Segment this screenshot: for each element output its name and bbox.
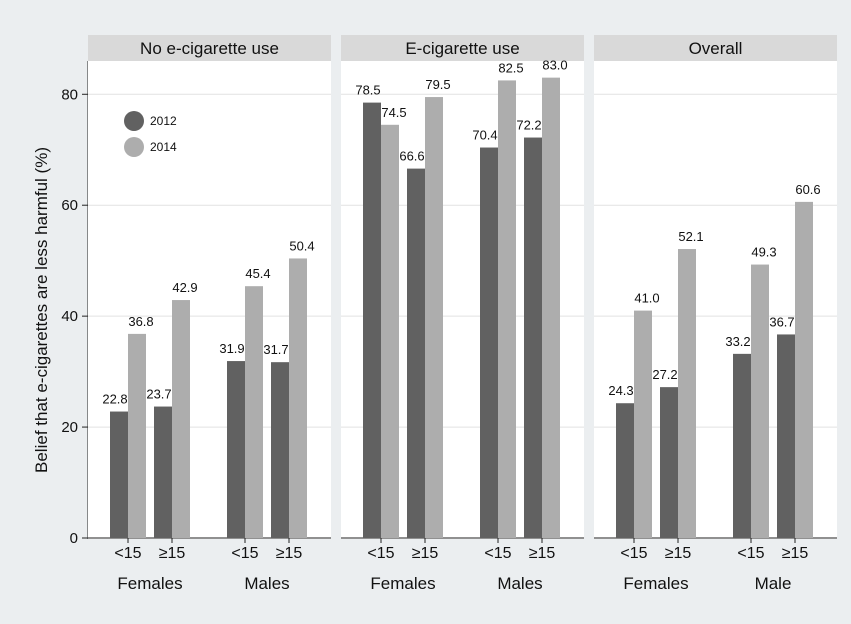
y-tick-label: 60 [61,197,78,214]
bar-value-label: 33.2 [725,334,750,349]
bar-value-label: 27.2 [652,367,677,382]
panel-0: No e-cigarette use 22.8 36.8 <15 23.7 42.9 ≥15… [88,35,331,593]
group-label: Females [623,574,688,593]
bar-2014 [542,77,560,539]
bar-2012 [524,137,542,538]
bar-2014 [245,286,263,538]
bar-value-label: 83.0 [542,58,567,73]
legend-label: 2014 [150,140,177,154]
bar-value-label: 23.7 [146,387,171,402]
group-label: Males [497,574,542,593]
panel-title: Overall [689,39,743,58]
bar-2012 [363,102,381,538]
panel-title: No e-cigarette use [140,39,279,58]
legend-label: 2012 [150,114,177,128]
x-tick-label: <15 [231,545,258,562]
x-tick-label: ≥15 [782,545,809,562]
bar-2014 [172,300,190,538]
bar-value-label: 52.1 [678,229,703,244]
bar-value-label: 50.4 [289,238,314,253]
chart-panels: 0 20 40 60 80 No e-cigarette use 22.8 36.8 <15 23… [61,35,837,593]
panel-1: E-cigarette use 78.574.5 <15 66.6 79.5 ≥15 Fem… [341,35,584,593]
bar-value-label: 78.5 [355,83,380,98]
y-tick-label: 40 [61,308,78,325]
x-tick-label: <15 [737,545,764,562]
bar-value-label: 36.7 [769,314,794,329]
x-tick-label: ≥15 [412,545,439,562]
group-label: Females [117,574,182,593]
bar-2014 [381,124,399,538]
y-tick-label: 80 [61,86,78,103]
bar-2014 [128,333,146,538]
x-tick-label: <15 [114,545,141,562]
group-label: Males [244,574,289,593]
bar-value-label: 31.7 [263,342,288,357]
y-tick-label: 0 [70,530,78,547]
group-label: Females [370,574,435,593]
bar-2014 [634,310,652,538]
bar-2012 [154,406,172,538]
bar-2012 [777,334,795,538]
bar-value-label: 72.2 [516,118,541,133]
bar-value-label: 74.5 [381,105,406,120]
bar-value-label: 70.4 [472,128,497,143]
bar-2012 [110,411,128,538]
bar-2012 [733,353,751,538]
bar-2014 [425,97,443,539]
bar-value-label: 36.8 [128,314,153,329]
bar-2012 [660,387,678,538]
bar-value-label: 41.0 [634,291,659,306]
bar-value-label: 60.6 [795,182,820,197]
y-axis: 0 20 40 60 80 [61,61,89,547]
legend-marker [124,111,144,131]
y-axis-label: Belief that e-cigarettes are less harmfu… [32,147,51,473]
bar-value-label: 49.3 [751,245,776,260]
bar-2012 [480,147,498,538]
bar-2012 [227,361,245,538]
bar-value-label: 66.6 [399,149,424,164]
y-tick-label: 20 [61,419,78,436]
panel-2: Overall 24.3 41.0 <15 27.2 52.1 ≥15 Females 33.2… [594,35,837,593]
x-tick-label: ≥15 [665,545,692,562]
bar-value-label: 79.5 [425,77,450,92]
bar-2014 [795,201,813,538]
panel-strip [88,35,331,61]
x-tick-label: ≥15 [529,545,556,562]
legend-marker [124,137,144,157]
bar-value-label: 24.3 [608,383,633,398]
legend: 2012 2014 [124,111,177,157]
bar-2014 [289,258,307,538]
x-tick-label: ≥15 [276,545,303,562]
bar-value-label: 82.5 [498,60,523,75]
panel-strip [341,35,584,61]
bar-2014 [498,80,516,539]
x-tick-label: ≥15 [159,545,186,562]
x-tick-label: <15 [620,545,647,562]
bar-2012 [407,168,425,538]
bar-2014 [678,249,696,539]
x-tick-label: <15 [484,545,511,562]
panel-title: E-cigarette use [405,39,519,58]
bar-value-label: 22.8 [102,392,127,407]
bar-2012 [271,362,289,538]
x-tick-label: <15 [367,545,394,562]
bar-value-label: 45.4 [245,266,270,281]
panel-strip [594,35,837,61]
bar-value-label: 31.9 [219,341,244,356]
bar-2014 [751,264,769,538]
group-label: Male [755,574,792,593]
bar-2012 [616,403,634,538]
bar-value-label: 42.9 [172,280,197,295]
